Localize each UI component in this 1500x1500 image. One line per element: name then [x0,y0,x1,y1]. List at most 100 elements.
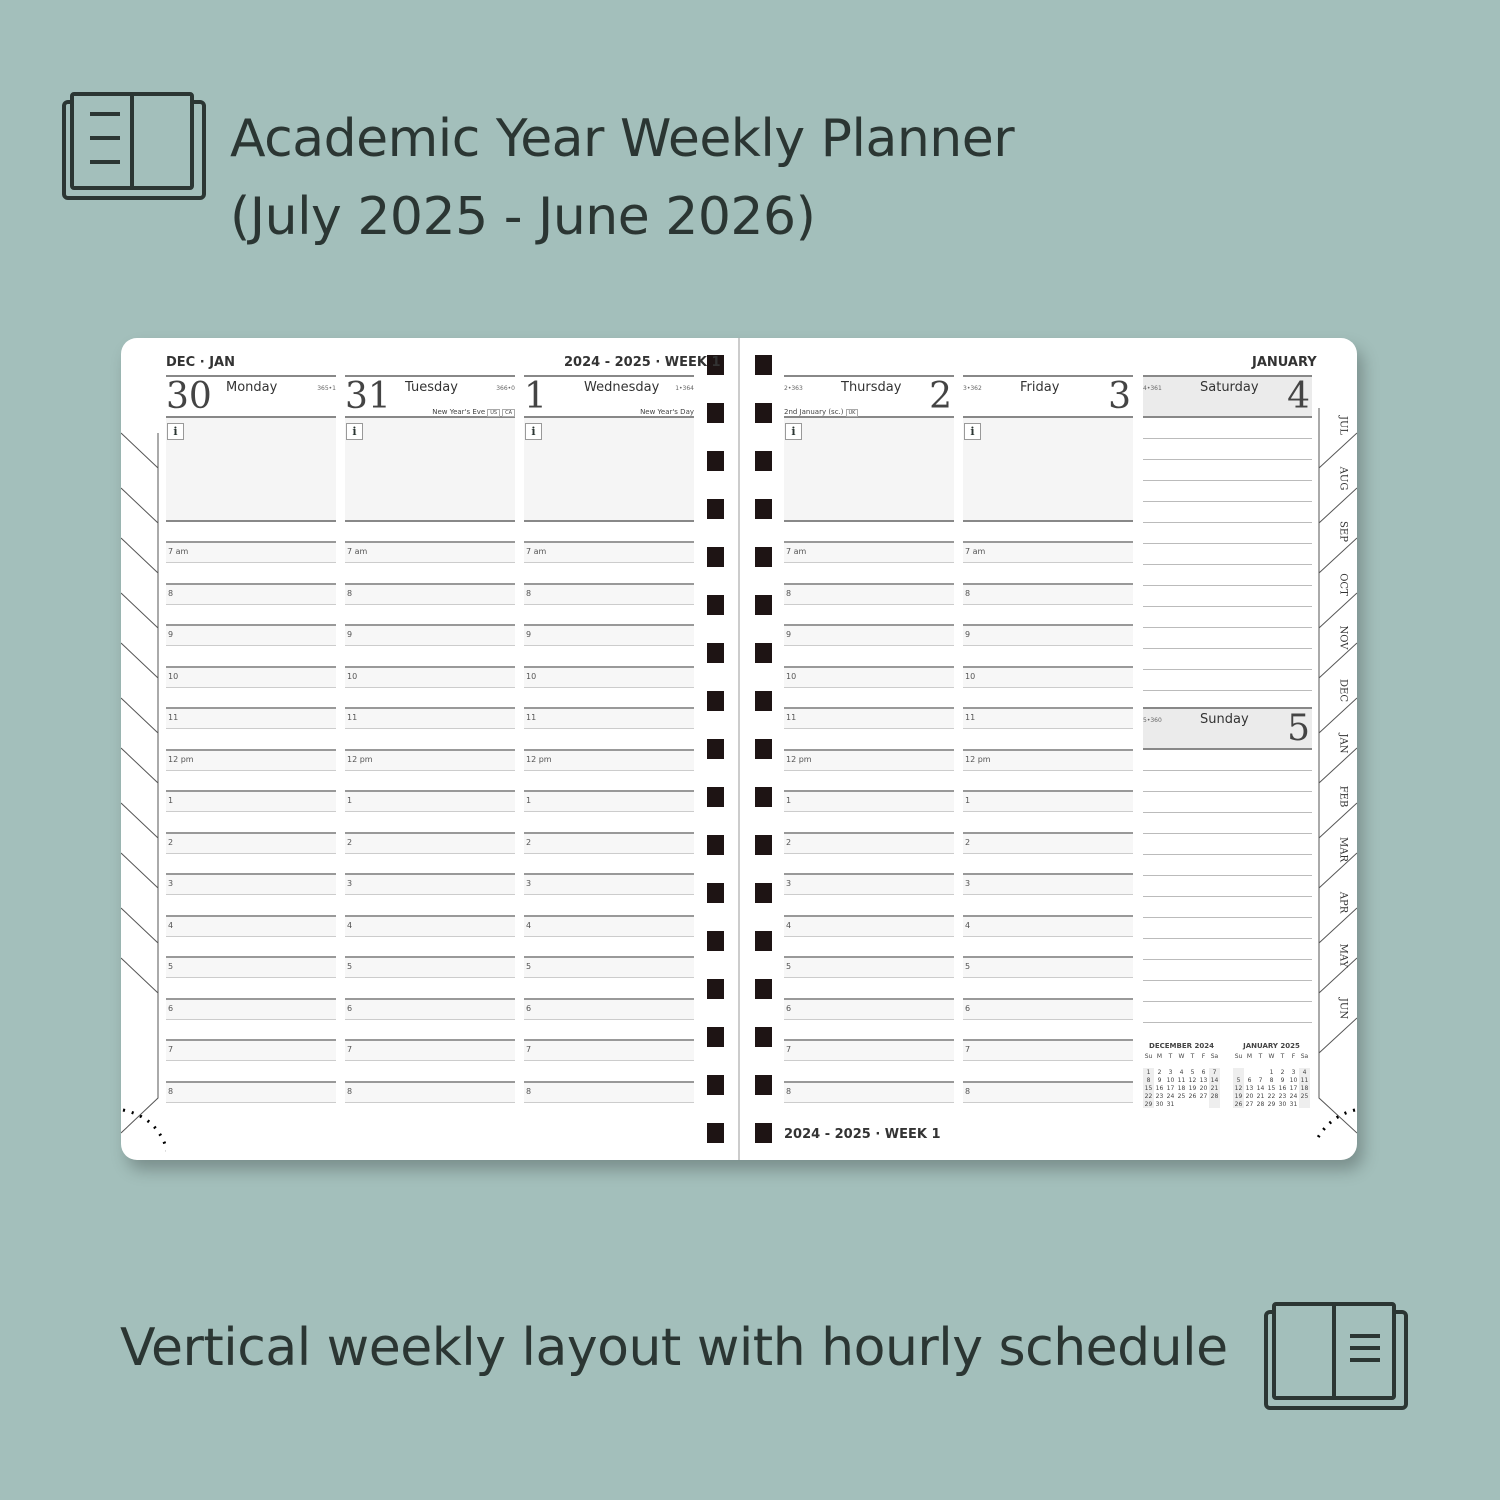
month-tab[interactable]: FEB [1337,785,1349,808]
hour-slot[interactable]: 10 [963,665,1133,708]
hour-slot[interactable]: 1 [784,790,954,832]
hour-slot[interactable]: 2 [963,831,1133,874]
writing-line[interactable] [1143,1022,1312,1023]
hour-slot[interactable]: 2 [524,831,694,874]
notes-area[interactable]: i [963,418,1133,522]
writing-line[interactable] [1143,959,1312,960]
hour-slot[interactable]: 10 [166,665,336,708]
hour-slot[interactable]: 5 [524,956,694,998]
hour-slot[interactable]: 2 [166,831,336,874]
hour-slot[interactable]: 5 [345,956,515,998]
hour-slot[interactable]: 8 [784,1080,954,1123]
hour-slot[interactable]: 11 [963,707,1133,749]
writing-line[interactable] [1143,791,1312,792]
month-tab[interactable]: MAR [1337,837,1349,862]
writing-line[interactable] [1143,606,1312,607]
hour-slot[interactable]: 12 pm [524,748,694,791]
writing-line[interactable] [1143,896,1312,897]
hour-slot[interactable]: 10 [784,665,954,708]
hour-slot[interactable]: 8 [345,582,515,625]
hour-slot[interactable]: 11 [166,707,336,749]
writing-line[interactable] [1143,690,1312,691]
writing-line[interactable] [1143,1001,1312,1002]
writing-line[interactable] [1143,627,1312,628]
hour-slot[interactable]: 3 [524,873,694,915]
hour-slot[interactable]: 11 [345,707,515,749]
writing-line[interactable] [1143,585,1312,586]
hour-slot[interactable]: 7 [524,1039,694,1081]
hour-slot[interactable]: 8 [345,1080,515,1123]
writing-line[interactable] [1143,917,1312,918]
hour-slot[interactable]: 6 [524,997,694,1040]
month-tab[interactable]: APR [1337,891,1349,914]
hour-slot[interactable]: 10 [524,665,694,708]
hour-slot[interactable]: 5 [963,956,1133,998]
month-tab[interactable]: JUN [1337,997,1349,1020]
hour-slot[interactable]: 2 [784,831,954,874]
hour-slot[interactable]: 8 [166,1080,336,1123]
hour-slot[interactable]: 7 am [784,541,954,583]
hour-slot[interactable]: 4 [345,914,515,957]
hour-slot[interactable]: 4 [784,914,954,957]
hour-slot[interactable]: 11 [784,707,954,749]
hour-slot[interactable]: 4 [963,914,1133,957]
hour-slot[interactable]: 3 [784,873,954,915]
hour-slot[interactable]: 8 [524,582,694,625]
writing-line[interactable] [1143,980,1312,981]
writing-line[interactable] [1143,522,1312,523]
hour-slot[interactable]: 8 [784,582,954,625]
hour-slot[interactable]: 9 [524,624,694,666]
hour-slot[interactable]: 3 [166,873,336,915]
hour-slot[interactable]: 9 [345,624,515,666]
writing-line[interactable] [1143,938,1312,939]
hour-slot[interactable]: 10 [345,665,515,708]
writing-line[interactable] [1143,501,1312,502]
hour-slot[interactable]: 9 [784,624,954,666]
month-tab[interactable]: AUG [1337,466,1349,491]
hour-slot[interactable]: 4 [166,914,336,957]
hour-slot[interactable]: 1 [166,790,336,832]
hour-slot[interactable]: 1 [524,790,694,832]
hour-slot[interactable]: 8 [963,582,1133,625]
hour-slot[interactable]: 6 [166,997,336,1040]
hour-slot[interactable]: 7 [166,1039,336,1081]
hour-slot[interactable]: 2 [345,831,515,874]
hour-slot[interactable]: 4 [524,914,694,957]
hour-slot[interactable]: 7 am [345,541,515,583]
notes-area[interactable]: i [784,418,954,522]
month-tab[interactable]: DEC [1337,679,1349,702]
hour-slot[interactable]: 6 [784,997,954,1040]
hour-slot[interactable]: 9 [166,624,336,666]
hour-slot[interactable]: 6 [345,997,515,1040]
writing-line[interactable] [1143,770,1312,771]
hour-slot[interactable]: 7 [345,1039,515,1081]
writing-line[interactable] [1143,854,1312,855]
writing-line[interactable] [1143,812,1312,813]
writing-line[interactable] [1143,438,1312,439]
hour-slot[interactable]: 7 am [166,541,336,583]
hour-slot[interactable]: 3 [963,873,1133,915]
hour-slot[interactable]: 7 [784,1039,954,1081]
hour-slot[interactable]: 3 [345,873,515,915]
month-tab[interactable]: NOV [1337,625,1349,650]
writing-line[interactable] [1143,543,1312,544]
hour-slot[interactable]: 12 pm [784,748,954,791]
hour-slot[interactable]: 7 am [963,541,1133,583]
hour-slot[interactable]: 5 [784,956,954,998]
writing-line[interactable] [1143,669,1312,670]
month-tab[interactable]: JAN [1337,733,1349,754]
writing-line[interactable] [1143,480,1312,481]
month-tab[interactable]: SEP [1337,521,1349,542]
hour-slot[interactable]: 12 pm [963,748,1133,791]
hour-slot[interactable]: 7 [963,1039,1133,1081]
hour-slot[interactable]: 5 [166,956,336,998]
hour-slot[interactable]: 1 [963,790,1133,832]
hour-slot[interactable]: 6 [963,997,1133,1040]
hour-slot[interactable]: 1 [345,790,515,832]
hour-slot[interactable]: 12 pm [345,748,515,791]
month-tab[interactable]: MAY [1337,943,1349,968]
writing-line[interactable] [1143,833,1312,834]
hour-slot[interactable]: 8 [524,1080,694,1123]
notes-area[interactable]: i [345,418,515,522]
writing-line[interactable] [1143,564,1312,565]
